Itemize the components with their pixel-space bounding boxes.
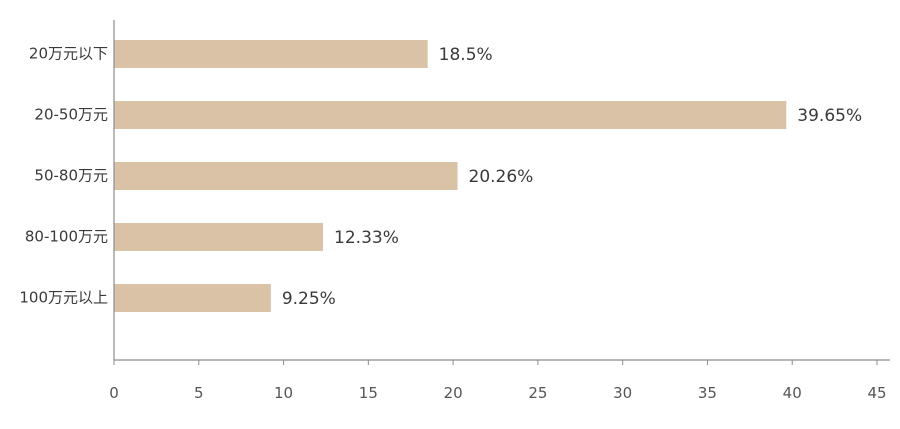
x-tick-label-7: 35 bbox=[698, 384, 717, 402]
value-label-0: 18.5% bbox=[439, 45, 493, 65]
bar-2 bbox=[114, 162, 458, 190]
value-labels-group: 18.5% 39.65% 20.26% 12.33% 9.25% bbox=[282, 45, 862, 309]
x-tick-label-8: 40 bbox=[783, 384, 802, 402]
x-tick-label-3: 15 bbox=[359, 384, 378, 402]
category-label-0: 20万元以下 bbox=[29, 45, 108, 63]
bar-4 bbox=[114, 284, 271, 312]
value-label-4: 9.25% bbox=[282, 289, 336, 309]
category-label-4: 100万元以上 bbox=[19, 289, 108, 307]
x-tick-label-5: 25 bbox=[528, 384, 547, 402]
value-label-1: 39.65% bbox=[797, 106, 862, 126]
value-label-3: 12.33% bbox=[334, 228, 399, 248]
x-tick-label-1: 5 bbox=[194, 384, 204, 402]
bar-1 bbox=[114, 101, 787, 129]
x-tick-label-2: 10 bbox=[274, 384, 293, 402]
bar-3 bbox=[114, 223, 324, 251]
x-tick-label-6: 30 bbox=[613, 384, 632, 402]
bar-0 bbox=[114, 40, 428, 68]
category-labels-group: 20万元以下 20-50万元 50-80万元 80-100万元 100万元以上 bbox=[19, 45, 108, 307]
x-tick-label-0: 0 bbox=[109, 384, 119, 402]
x-tick-label-9: 45 bbox=[867, 384, 886, 402]
category-label-2: 50-80万元 bbox=[34, 167, 108, 185]
x-ticks-group: 0 5 10 15 20 25 30 35 40 45 bbox=[109, 360, 887, 402]
x-tick-label-4: 20 bbox=[444, 384, 463, 402]
category-label-1: 20-50万元 bbox=[34, 106, 108, 124]
bars-group bbox=[114, 40, 787, 312]
value-label-2: 20.26% bbox=[469, 167, 534, 187]
category-label-3: 80-100万元 bbox=[25, 228, 108, 246]
